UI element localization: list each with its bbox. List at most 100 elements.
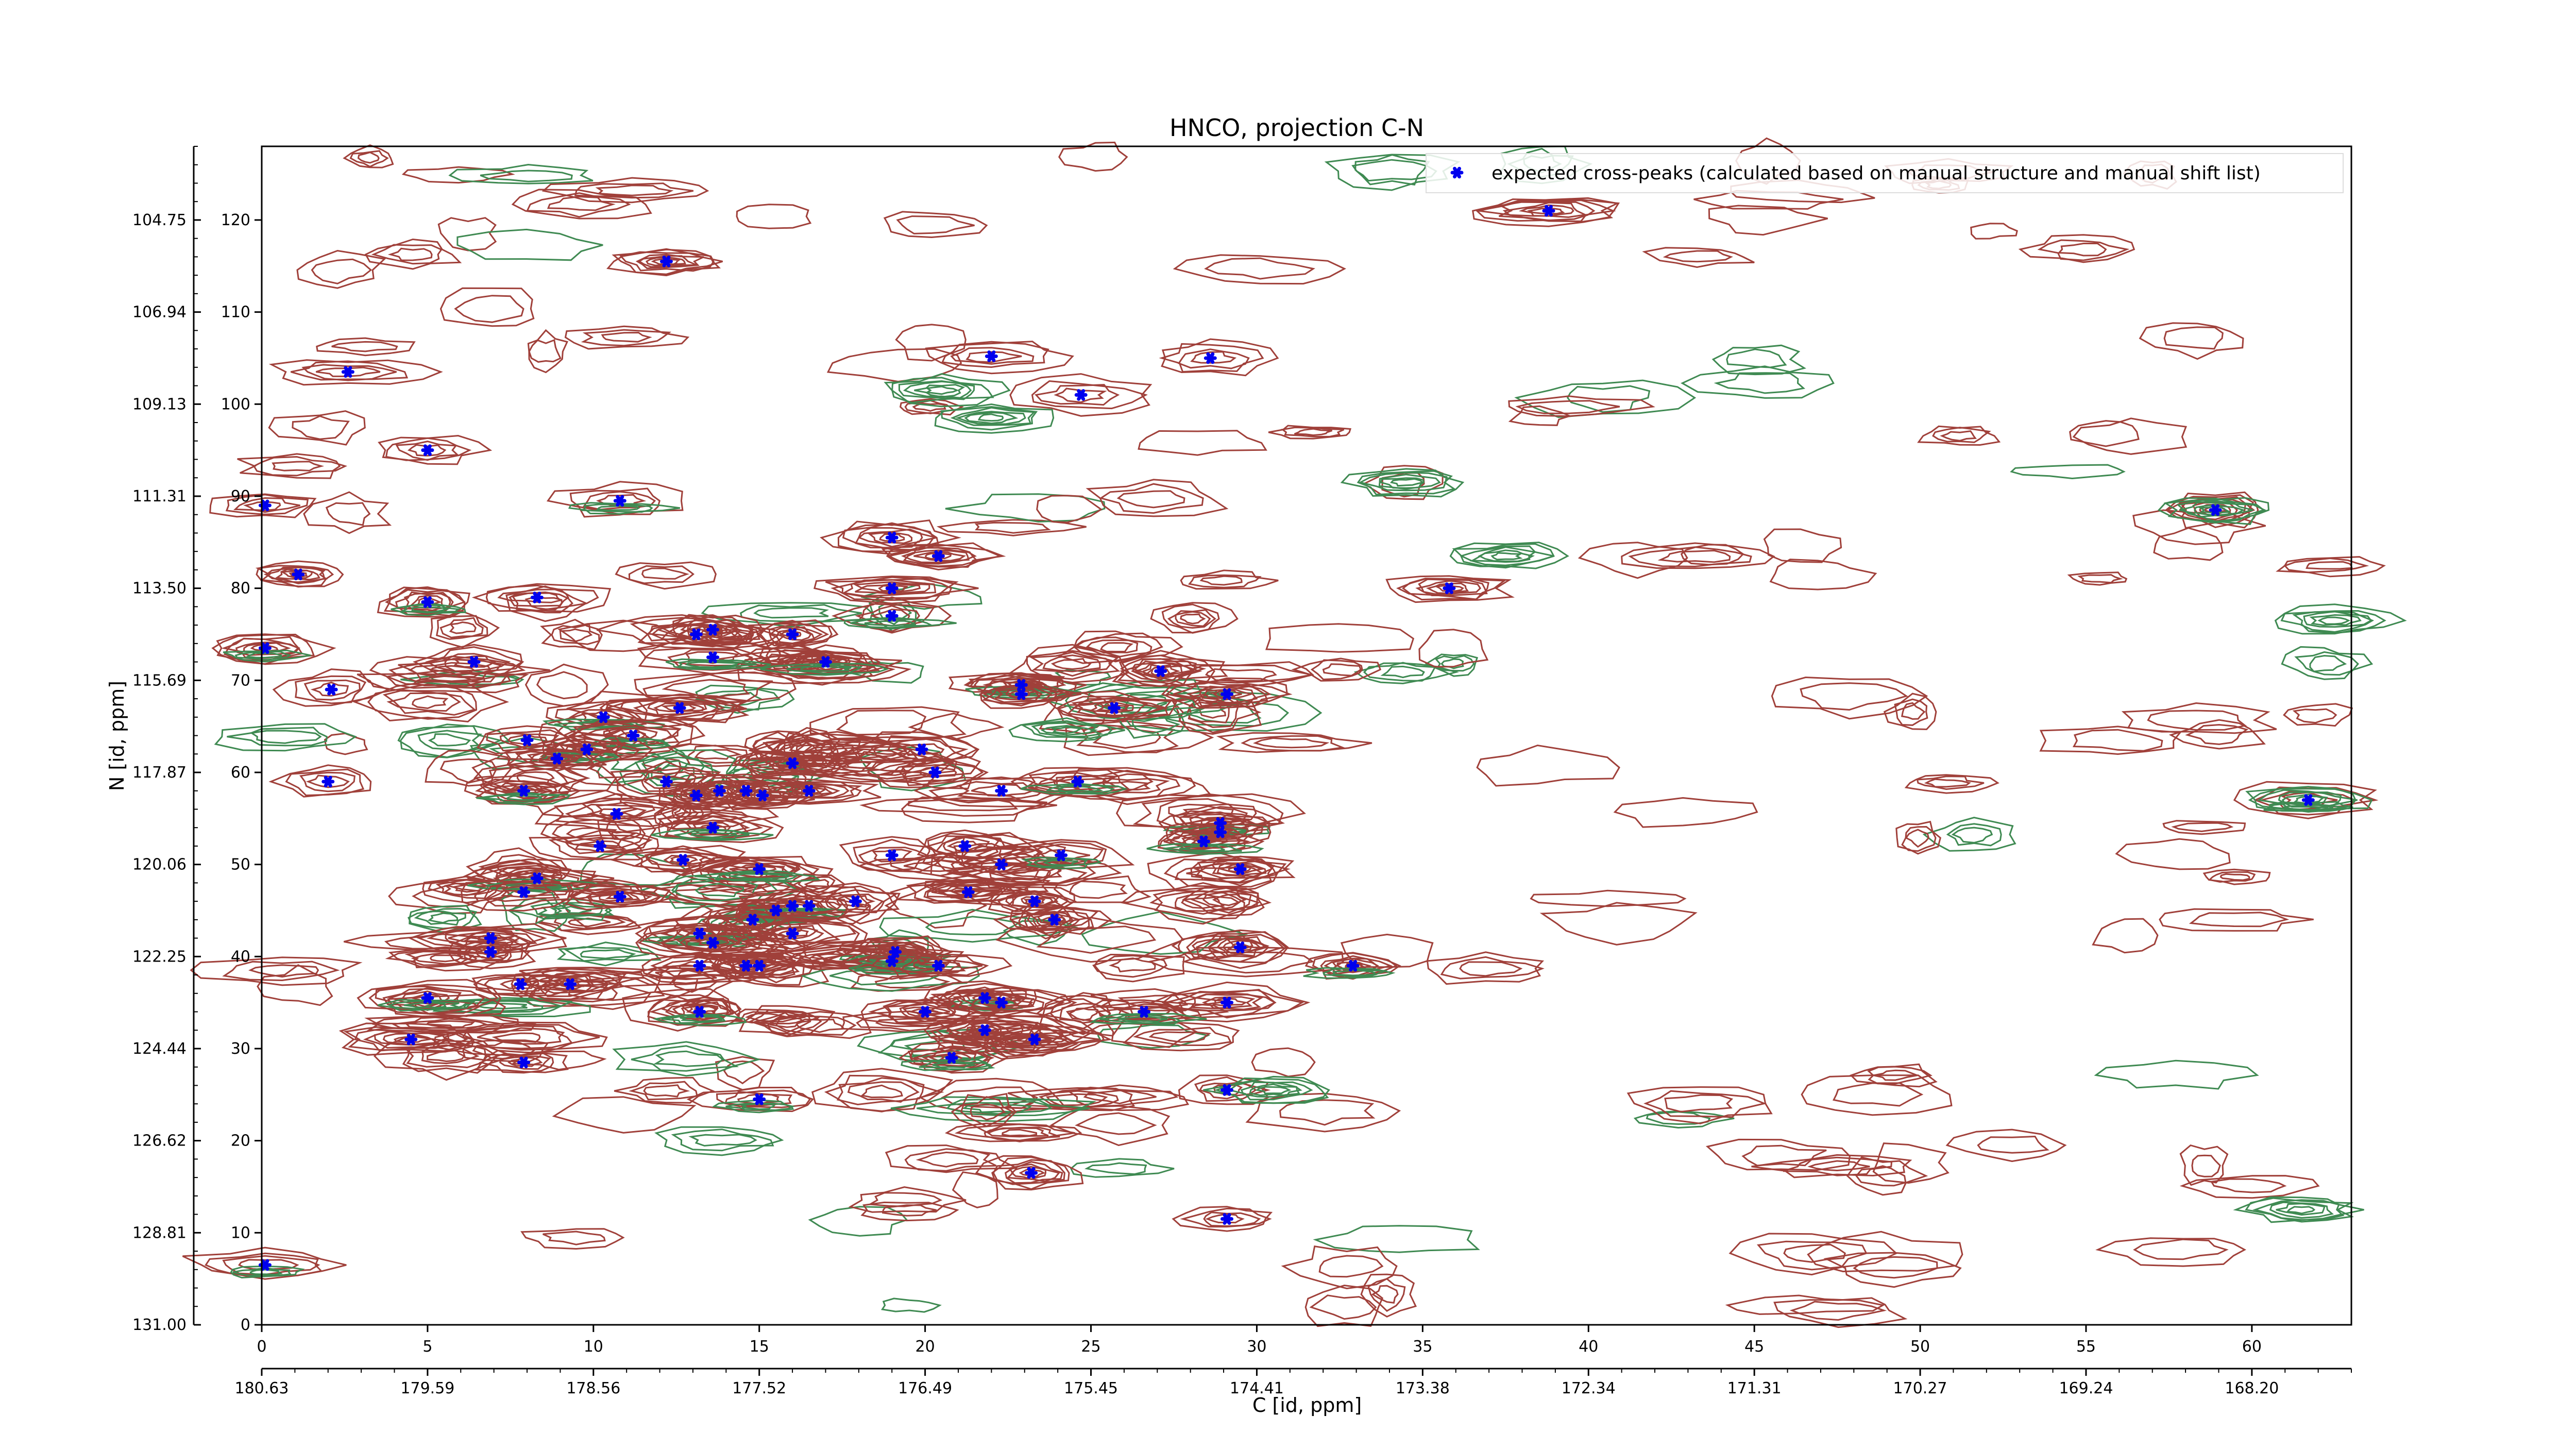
- noise-contour: [2037, 239, 2130, 261]
- noise-contour: [916, 1098, 1090, 1117]
- negative-contour: [950, 407, 1036, 426]
- noise-contour: [739, 604, 862, 622]
- negative-contour: [403, 1001, 447, 1009]
- peak-contour: [651, 258, 682, 265]
- x-ppm-tick-label: 174.41: [1230, 1379, 1284, 1397]
- peak-contour: [907, 1008, 940, 1015]
- peak-contour: [694, 938, 730, 948]
- noise-contour: [580, 949, 636, 959]
- cross-peak-marker: [564, 978, 577, 990]
- noise-contour: [1440, 658, 1464, 669]
- noise-contour: [574, 182, 694, 199]
- peak-contour: [507, 734, 548, 746]
- peak-contour: [205, 1252, 323, 1276]
- noise-contour: [1204, 257, 1315, 280]
- noise-contour: [1084, 1162, 1147, 1175]
- noise-contour: [1099, 642, 1134, 653]
- noise-contour: [456, 228, 603, 261]
- noise-contour: [352, 681, 510, 723]
- noise-contour: [249, 730, 322, 744]
- peak-contour: [899, 957, 983, 975]
- noise-contour: [1080, 911, 1248, 955]
- cross-peak-marker: [1233, 863, 1247, 875]
- peak-contour: [952, 994, 1045, 1013]
- negative-contour: [2194, 503, 2245, 516]
- noise-contour: [1083, 1089, 1157, 1105]
- noise-contour: [1173, 254, 1346, 285]
- peak-contour: [926, 835, 1001, 860]
- noise-contour: [439, 287, 535, 327]
- peak-contour: [958, 853, 1053, 873]
- peak-contour: [899, 1003, 956, 1020]
- noise-contour: [2069, 420, 2140, 447]
- x-tick-label: 30: [1247, 1338, 1266, 1356]
- cross-peak-marker: [689, 628, 703, 641]
- noise-contour: [268, 410, 366, 446]
- peak-contour: [939, 887, 996, 898]
- noise-contour: [1245, 1092, 1401, 1133]
- noise-contour: [1751, 1154, 1912, 1178]
- peak-contour: [926, 884, 1016, 902]
- peak-contour: [673, 785, 719, 805]
- peak-contour: [913, 777, 1084, 807]
- noise-contour: [1924, 778, 1971, 788]
- negative-contour: [1042, 860, 1078, 866]
- negative-contour: [903, 380, 972, 399]
- noise-contour: [2121, 702, 2277, 734]
- x-tick-label: 55: [2076, 1338, 2096, 1356]
- peak-contour: [599, 693, 744, 723]
- negative-contour: [570, 753, 607, 760]
- noise-contour: [605, 698, 707, 722]
- noise-contour: [694, 749, 742, 760]
- peak-contour: [860, 583, 921, 594]
- noise-contour: [694, 883, 744, 898]
- negative-contour: [1478, 549, 1535, 562]
- y-axis-label: N [id, ppm]: [106, 681, 128, 791]
- peak-contour: [385, 437, 472, 461]
- peak-contour: [1228, 865, 1251, 873]
- peak-contour: [255, 565, 334, 588]
- cross-peak-marker: [1055, 849, 1068, 862]
- cross-peak-marker: [885, 955, 899, 967]
- cross-peak-marker: [802, 785, 816, 797]
- peak-contour: [741, 922, 841, 944]
- noise-contour: [1067, 1086, 1179, 1107]
- noise-contour: [748, 1009, 822, 1037]
- peak-contour: [982, 686, 1053, 703]
- noise-contour: [1175, 611, 1211, 627]
- peak-contour: [738, 749, 872, 778]
- peak-contour: [656, 614, 765, 648]
- noise-contour: [1038, 1084, 1190, 1111]
- cross-peak-marker: [1214, 826, 1227, 838]
- noise-contour: [551, 623, 600, 645]
- noise-contour: [2219, 873, 2250, 881]
- noise-contour: [595, 184, 674, 196]
- cross-peak-marker: [693, 928, 706, 939]
- noise-contour: [2294, 651, 2359, 676]
- peak-contour: [1037, 913, 1071, 925]
- peak-contour: [1185, 685, 1272, 705]
- noise-contour: [556, 941, 662, 967]
- x-axis-label: C [id, ppm]: [1252, 1394, 1362, 1417]
- peak-contour: [618, 731, 652, 740]
- noise-contour: [2185, 723, 2249, 745]
- noise-contour: [1351, 159, 1437, 182]
- cross-peak-marker: [889, 946, 902, 958]
- noise-contour: [1904, 774, 1999, 794]
- noise-contour: [2189, 912, 2290, 928]
- peak-contour: [1031, 380, 1148, 410]
- cross-peak-marker: [514, 978, 527, 990]
- negative-contour: [2248, 786, 2357, 813]
- negative-contour: [694, 869, 821, 883]
- noise-contour: [2292, 708, 2337, 724]
- noise-contour: [655, 969, 717, 981]
- peak-contour: [598, 892, 640, 902]
- noise-contour: [903, 859, 978, 872]
- x-ppm-tick-label: 171.31: [1727, 1379, 1782, 1397]
- negative-contour: [2303, 611, 2372, 628]
- noise-contour: [688, 1134, 757, 1147]
- noise-contour: [425, 749, 512, 787]
- peak-contour: [841, 950, 952, 975]
- negative-contour: [2293, 796, 2325, 805]
- x-ppm-axis: 180.63 179.59 178.56 177.52 176.49 175.45 174.…: [235, 1368, 2352, 1397]
